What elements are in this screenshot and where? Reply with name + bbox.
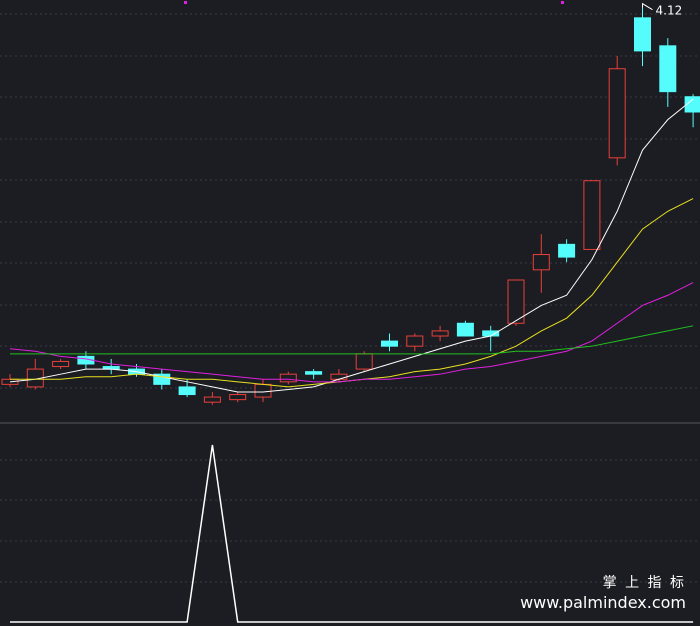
candle-body: [52, 360, 70, 368]
candle-body: [507, 279, 525, 324]
max-label: 4.12: [656, 4, 683, 18]
candle-body: [482, 330, 500, 337]
candle-body: [558, 243, 576, 258]
candle-body: [178, 386, 196, 396]
candle-body: [203, 396, 221, 403]
candle-body: [431, 330, 449, 337]
indicator-line: [10, 444, 694, 623]
candle-body: [659, 45, 677, 93]
candle-body: [355, 353, 373, 370]
candle-body: [456, 322, 474, 337]
moving-average: [10, 325, 694, 355]
candle-body: [684, 96, 700, 113]
marker-dot: [184, 1, 187, 4]
moving-average: [9, 282, 694, 383]
candle-body: [381, 340, 398, 347]
moving-average: [9, 98, 694, 393]
candle-body: [330, 373, 348, 380]
candle-body: [254, 383, 272, 398]
watermark-title: 掌 上 指 标: [603, 575, 686, 591]
candle-body: [229, 394, 247, 401]
candle-body: [279, 373, 297, 383]
candle-body: [583, 180, 601, 250]
grid: [0, 1, 700, 583]
candle-body: [406, 335, 424, 347]
candle-body: [608, 68, 626, 159]
watermark-url: www.palmindex.com: [520, 593, 686, 612]
max-pointer: [642, 2, 653, 11]
candle-body: [305, 371, 323, 375]
candle-body: [634, 17, 651, 52]
marker-dot: [561, 1, 564, 4]
candle-body: [153, 373, 171, 385]
candle-body: [532, 254, 550, 271]
